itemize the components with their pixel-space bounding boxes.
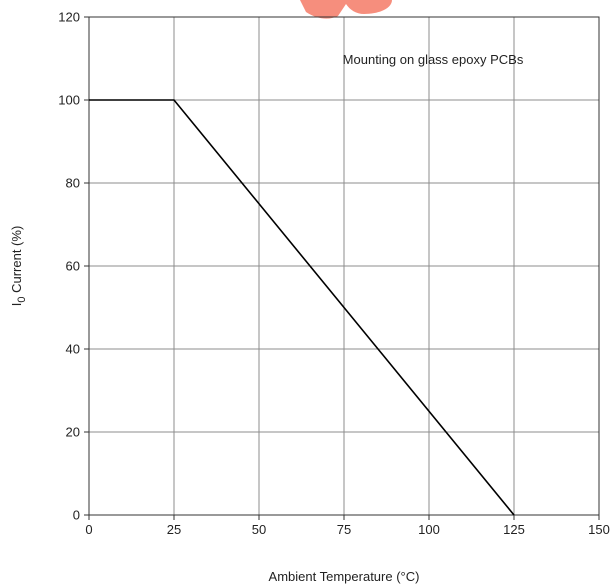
y-axis-title: I0 Current (%) <box>9 226 28 307</box>
y-axis-title-main: I <box>9 303 24 307</box>
y-tick-label: 20 <box>66 425 80 440</box>
y-tick-label: 120 <box>58 10 80 25</box>
y-axis-title-rest: Current (%) <box>9 226 24 297</box>
y-tick-label: 100 <box>58 93 80 108</box>
series-layer <box>89 99 515 516</box>
x-tick-label: 0 <box>85 522 92 537</box>
x-tick-label: 100 <box>418 522 440 537</box>
x-tick-label: 125 <box>503 522 525 537</box>
y-axis: 0 20 40 60 80 100 120 <box>58 10 89 523</box>
x-tick-label: 25 <box>167 522 181 537</box>
x-tick-label: 150 <box>588 522 610 537</box>
x-axis-title: Ambient Temperature (°C) <box>269 569 420 584</box>
y-tick-label: 0 <box>73 508 80 523</box>
y-tick-label: 40 <box>66 342 80 357</box>
y-axis-title-subscript: 0 <box>16 297 28 303</box>
grid <box>89 17 599 515</box>
x-tick-label: 50 <box>252 522 266 537</box>
brand-logo-icon <box>300 0 392 19</box>
annotation-text: Mounting on glass epoxy PCBs <box>343 52 524 67</box>
y-tick-label: 60 <box>66 259 80 274</box>
series-line-0 <box>89 99 515 516</box>
x-axis: 0 25 50 75 100 125 150 <box>85 515 610 537</box>
x-tick-label: 75 <box>337 522 351 537</box>
y-tick-label: 80 <box>66 176 80 191</box>
